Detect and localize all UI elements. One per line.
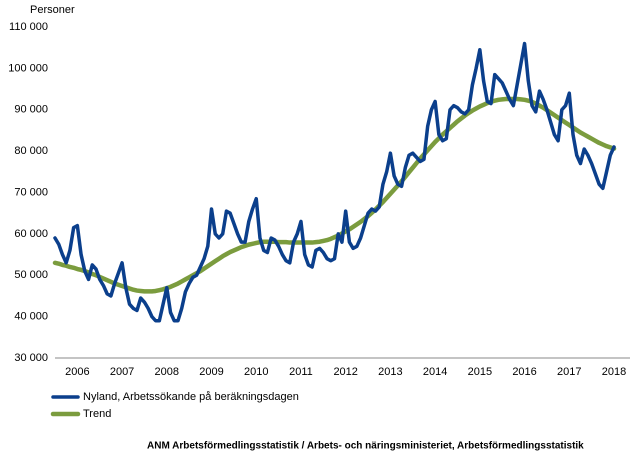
x-tick-label: 2017 — [557, 366, 581, 378]
series-line — [53, 41, 616, 323]
legend-label: Trend — [83, 408, 111, 420]
y-tick-label: 70 000 — [14, 186, 48, 198]
x-tick-label: 2013 — [378, 366, 402, 378]
x-tick-label: 2007 — [110, 366, 134, 378]
y-tick-label: 60 000 — [14, 228, 48, 240]
series-line — [52, 96, 617, 294]
x-tick-label: 2011 — [289, 366, 313, 378]
y-tick-label: 110 000 — [9, 21, 48, 33]
legend-label: Nyland, Arbetssökande på beräkningsdagen — [83, 391, 299, 403]
x-tick-label: 2006 — [65, 366, 89, 378]
x-tick-label: 2015 — [468, 366, 492, 378]
source-note: ANM Arbetsförmedlingsstatistik / Arbets-… — [147, 441, 584, 452]
y-tick-label: 40 000 — [14, 311, 48, 323]
y-tick-label: 90 000 — [14, 104, 48, 116]
x-tick-label: 2012 — [333, 366, 357, 378]
x-tick-label: 2009 — [199, 366, 223, 378]
y-tick-label: 30 000 — [14, 352, 48, 364]
x-tick-label: 2008 — [155, 366, 179, 378]
x-tick-label: 2010 — [244, 366, 268, 378]
x-tick-label: 2018 — [602, 366, 626, 378]
y-tick-label: 80 000 — [14, 145, 48, 157]
y-tick-label: 100 000 — [8, 62, 48, 74]
y-axis-label: Personer — [30, 4, 75, 16]
x-tick-label: 2016 — [512, 366, 536, 378]
x-tick-label: 2014 — [423, 366, 447, 378]
y-tick-label: 50 000 — [14, 269, 48, 281]
